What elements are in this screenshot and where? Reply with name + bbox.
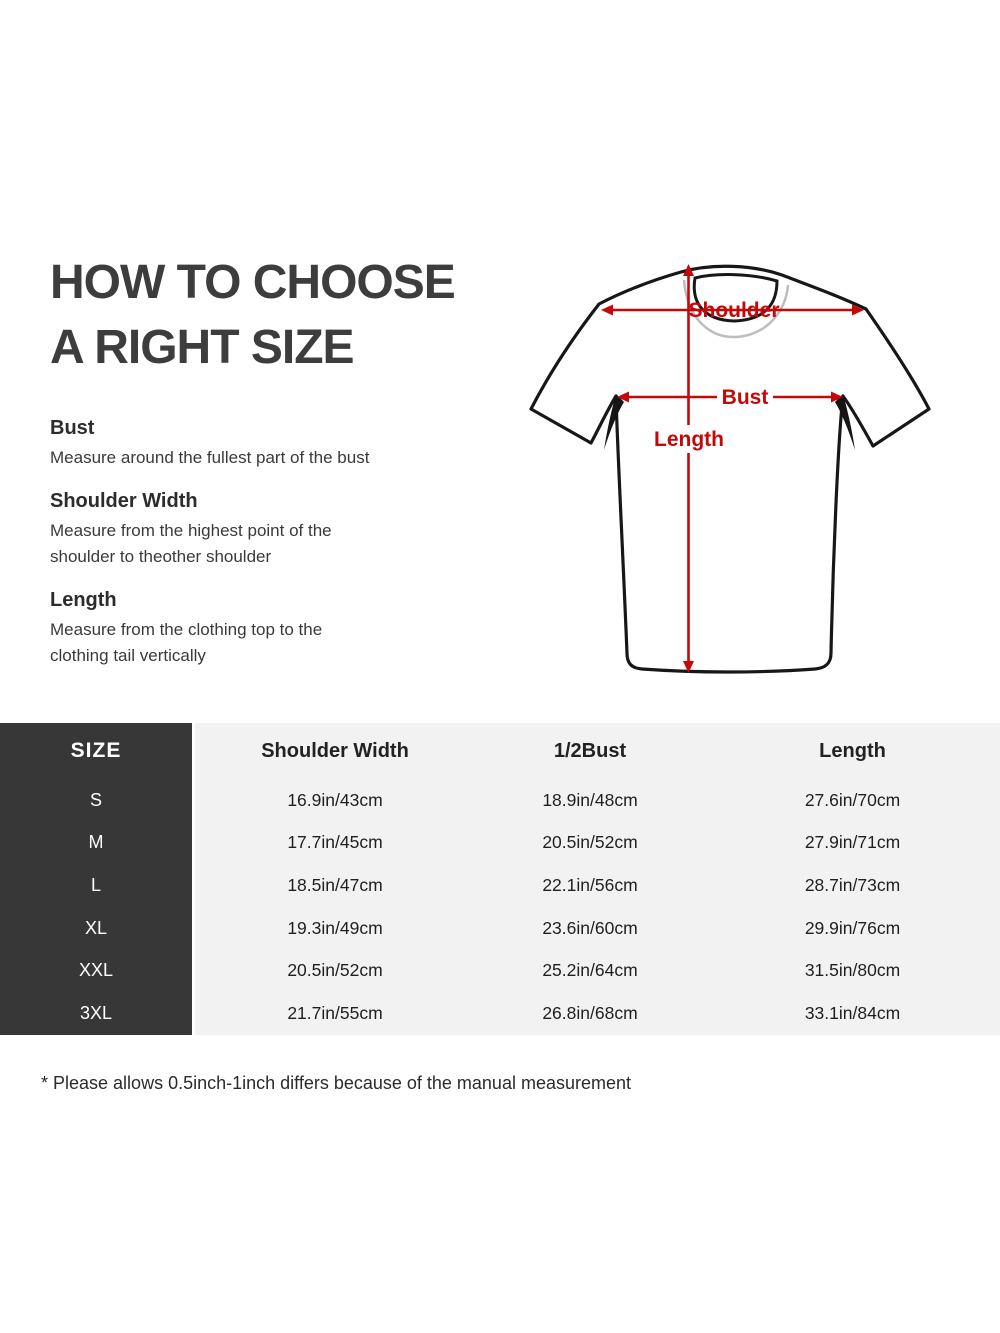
table-cell-xxl-length: 31.5in/80cm: [705, 949, 1000, 992]
table-cell-3xl-length: 33.1in/84cm: [705, 991, 1000, 1035]
shoulder-arrowhead-left: [601, 304, 613, 316]
table-row-label-xl: XL: [0, 906, 195, 950]
size-chart-table: SIZE Shoulder Width 1/2Bust Length S 16.…: [0, 723, 1000, 1035]
table-row-label-3xl: 3XL: [0, 991, 195, 1035]
table-cell-xl-shoulder: 19.3in/49cm: [195, 906, 475, 950]
section-shoulder-text-line2: shoulder to theother shoulder: [50, 547, 272, 566]
table-header-half-bust: 1/2Bust: [475, 723, 705, 779]
table-cell-3xl-shoulder: 21.7in/55cm: [195, 991, 475, 1035]
section-shoulder-heading: Shoulder Width: [50, 490, 198, 512]
shoulder-arrowhead-right: [852, 304, 864, 316]
table-cell-s-bust: 18.9in/48cm: [475, 779, 705, 822]
left-armpit-shade: [604, 394, 624, 450]
bust-arrowhead-left: [617, 391, 629, 403]
bust-arrowhead-right: [831, 391, 843, 403]
table-row-label-m: M: [0, 821, 195, 865]
table-cell-xxl-bust: 25.2in/64cm: [475, 949, 705, 992]
right-armpit-shade: [835, 394, 855, 450]
section-bust: Bust Measure around the fullest part of …: [50, 414, 500, 471]
table-row-label-s: S: [0, 779, 195, 822]
section-length-text-line1: Measure from the clothing top to the: [50, 620, 323, 639]
tshirt-outline: [529, 264, 931, 674]
table-header-size: SIZE: [0, 723, 195, 779]
table-header-shoulder-width: Shoulder Width: [195, 723, 475, 779]
section-length: Length Measure from the clothing top to …: [50, 586, 500, 669]
measurement-disclaimer: * Please allows 0.5inch-1inch differs be…: [41, 1073, 632, 1093]
table-cell-xl-length: 29.9in/76cm: [705, 906, 1000, 950]
section-shoulder-width: Shoulder Width Measure from the highest …: [50, 487, 500, 570]
measure-instructions: Bust Measure around the fullest part of …: [50, 414, 500, 685]
table-cell-l-length: 28.7in/73cm: [705, 864, 1000, 907]
table-header-length: Length: [705, 723, 1000, 779]
section-length-text-line2: clothing tail vertically: [50, 646, 206, 665]
page-title: HOW TO CHOOSE A RIGHT SIZE: [50, 250, 456, 380]
section-shoulder-text-line1: Measure from the highest point of the: [50, 521, 332, 540]
page-title-line2: A RIGHT SIZE: [50, 321, 355, 374]
table-cell-s-length: 27.6in/70cm: [705, 779, 1000, 822]
table-row-label-xxl: XXL: [0, 949, 195, 992]
section-bust-text: Measure around the fullest part of the b…: [50, 448, 370, 467]
bust-label: Bust: [722, 386, 769, 409]
table-cell-m-length: 27.9in/71cm: [705, 821, 1000, 865]
tshirt-diagram-svg: Shoulder Bust Length: [529, 264, 931, 674]
section-bust-heading: Bust: [50, 417, 95, 439]
table-cell-m-bust: 20.5in/52cm: [475, 821, 705, 865]
length-label: Length: [654, 428, 724, 451]
section-length-heading: Length: [50, 589, 117, 611]
length-arrowhead-top: [683, 264, 694, 276]
table-cell-s-shoulder: 16.9in/43cm: [195, 779, 475, 822]
table-cell-xl-bust: 23.6in/60cm: [475, 906, 705, 950]
tshirt-measurement-diagram: Shoulder Bust Length: [505, 250, 975, 690]
table-row-label-l: L: [0, 864, 195, 907]
shoulder-label: Shoulder: [688, 299, 779, 322]
table-cell-xxl-shoulder: 20.5in/52cm: [195, 949, 475, 992]
page-title-line1: HOW TO CHOOSE: [50, 256, 456, 309]
table-cell-3xl-bust: 26.8in/68cm: [475, 991, 705, 1035]
length-label-backing: [656, 425, 723, 453]
table-cell-l-shoulder: 18.5in/47cm: [195, 864, 475, 907]
length-arrowhead-bottom: [683, 661, 694, 673]
table-cell-m-shoulder: 17.7in/45cm: [195, 821, 475, 865]
table-cell-l-bust: 22.1in/56cm: [475, 864, 705, 907]
